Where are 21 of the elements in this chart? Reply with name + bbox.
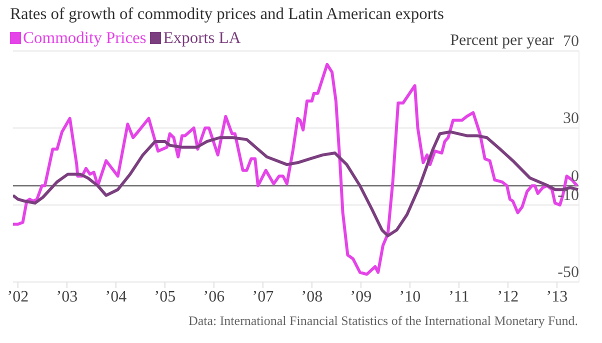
y-axis-title: Percent per year — [450, 32, 554, 50]
x-tick-label: ’12 — [497, 288, 519, 306]
x-tick-label: ’11 — [448, 288, 470, 306]
y-tick-label: 30 — [563, 110, 579, 127]
x-tick-label: ’05 — [154, 288, 176, 306]
x-tick-label: ’03 — [56, 288, 78, 306]
text: Data: International Financial Statistics of the International Monetary Fund. — [188, 313, 578, 329]
y-tick-label: 70 — [563, 33, 579, 50]
x-tick-label: ’13 — [546, 288, 568, 306]
y-tick-label: 0 — [571, 168, 579, 185]
legend-label: Commodity Prices — [23, 28, 146, 48]
y-tick-label: -50 — [558, 264, 579, 281]
x-tick-label: ’10 — [399, 288, 421, 306]
legend-label: Exports LA — [163, 28, 241, 48]
x-tick-label: ’09 — [350, 288, 372, 306]
x-tick-label: ’07 — [252, 288, 274, 306]
x-tick-label: ’08 — [301, 288, 323, 306]
chart-title: Rates of growth of commodity prices and Latin American exports — [10, 4, 444, 24]
x-tick-label: ’06 — [203, 288, 225, 306]
x-tick-label: ’02 — [7, 288, 29, 306]
x-tick-label: ’04 — [105, 288, 127, 306]
